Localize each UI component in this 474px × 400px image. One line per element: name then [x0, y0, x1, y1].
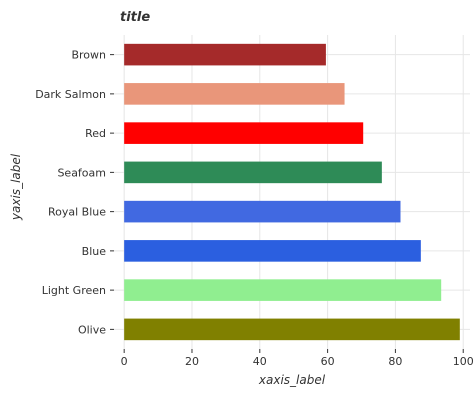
- y-tick-label-blue: Blue: [82, 245, 107, 258]
- bar-dark-salmon: [124, 83, 345, 105]
- y-tick-label-olive: Olive: [78, 323, 106, 336]
- y-axis-ticks: Olive Light Green Blue Royal Blue Seafoam Red…: [35, 49, 114, 336]
- x-axis-label: xaxis_label: [258, 373, 326, 387]
- bars: [124, 43, 460, 341]
- bar-olive: [124, 318, 460, 341]
- bar-seafoam: [124, 161, 382, 184]
- chart-title: title: [120, 10, 150, 25]
- grid-lines: [114, 35, 470, 349]
- bar-blue: [124, 240, 421, 262]
- x-axis-ticks: 0 20 40 60 80 100: [121, 349, 474, 368]
- x-tick-label-40: 40: [253, 355, 267, 368]
- y-tick-label-light-green: Light Green: [42, 284, 106, 297]
- x-tick-label-0: 0: [121, 355, 128, 368]
- y-tick-label-brown: Brown: [71, 49, 106, 62]
- bar-light-green: [124, 279, 442, 301]
- x-tick-label-100: 100: [453, 355, 474, 368]
- y-tick-label-dark-salmon: Dark Salmon: [35, 88, 106, 101]
- y-axis-label: yaxis_label: [9, 153, 23, 221]
- bar-royal-blue: [124, 200, 401, 223]
- y-tick-label-red: Red: [85, 127, 106, 140]
- x-tick-label-60: 60: [321, 355, 335, 368]
- y-tick-label-seafoam: Seafoam: [57, 166, 106, 179]
- y-tick-label-royal-blue: Royal Blue: [48, 206, 106, 219]
- bar-red: [124, 122, 364, 144]
- x-tick-label-20: 20: [185, 355, 199, 368]
- bar-brown: [124, 43, 326, 66]
- x-tick-label-80: 80: [388, 355, 402, 368]
